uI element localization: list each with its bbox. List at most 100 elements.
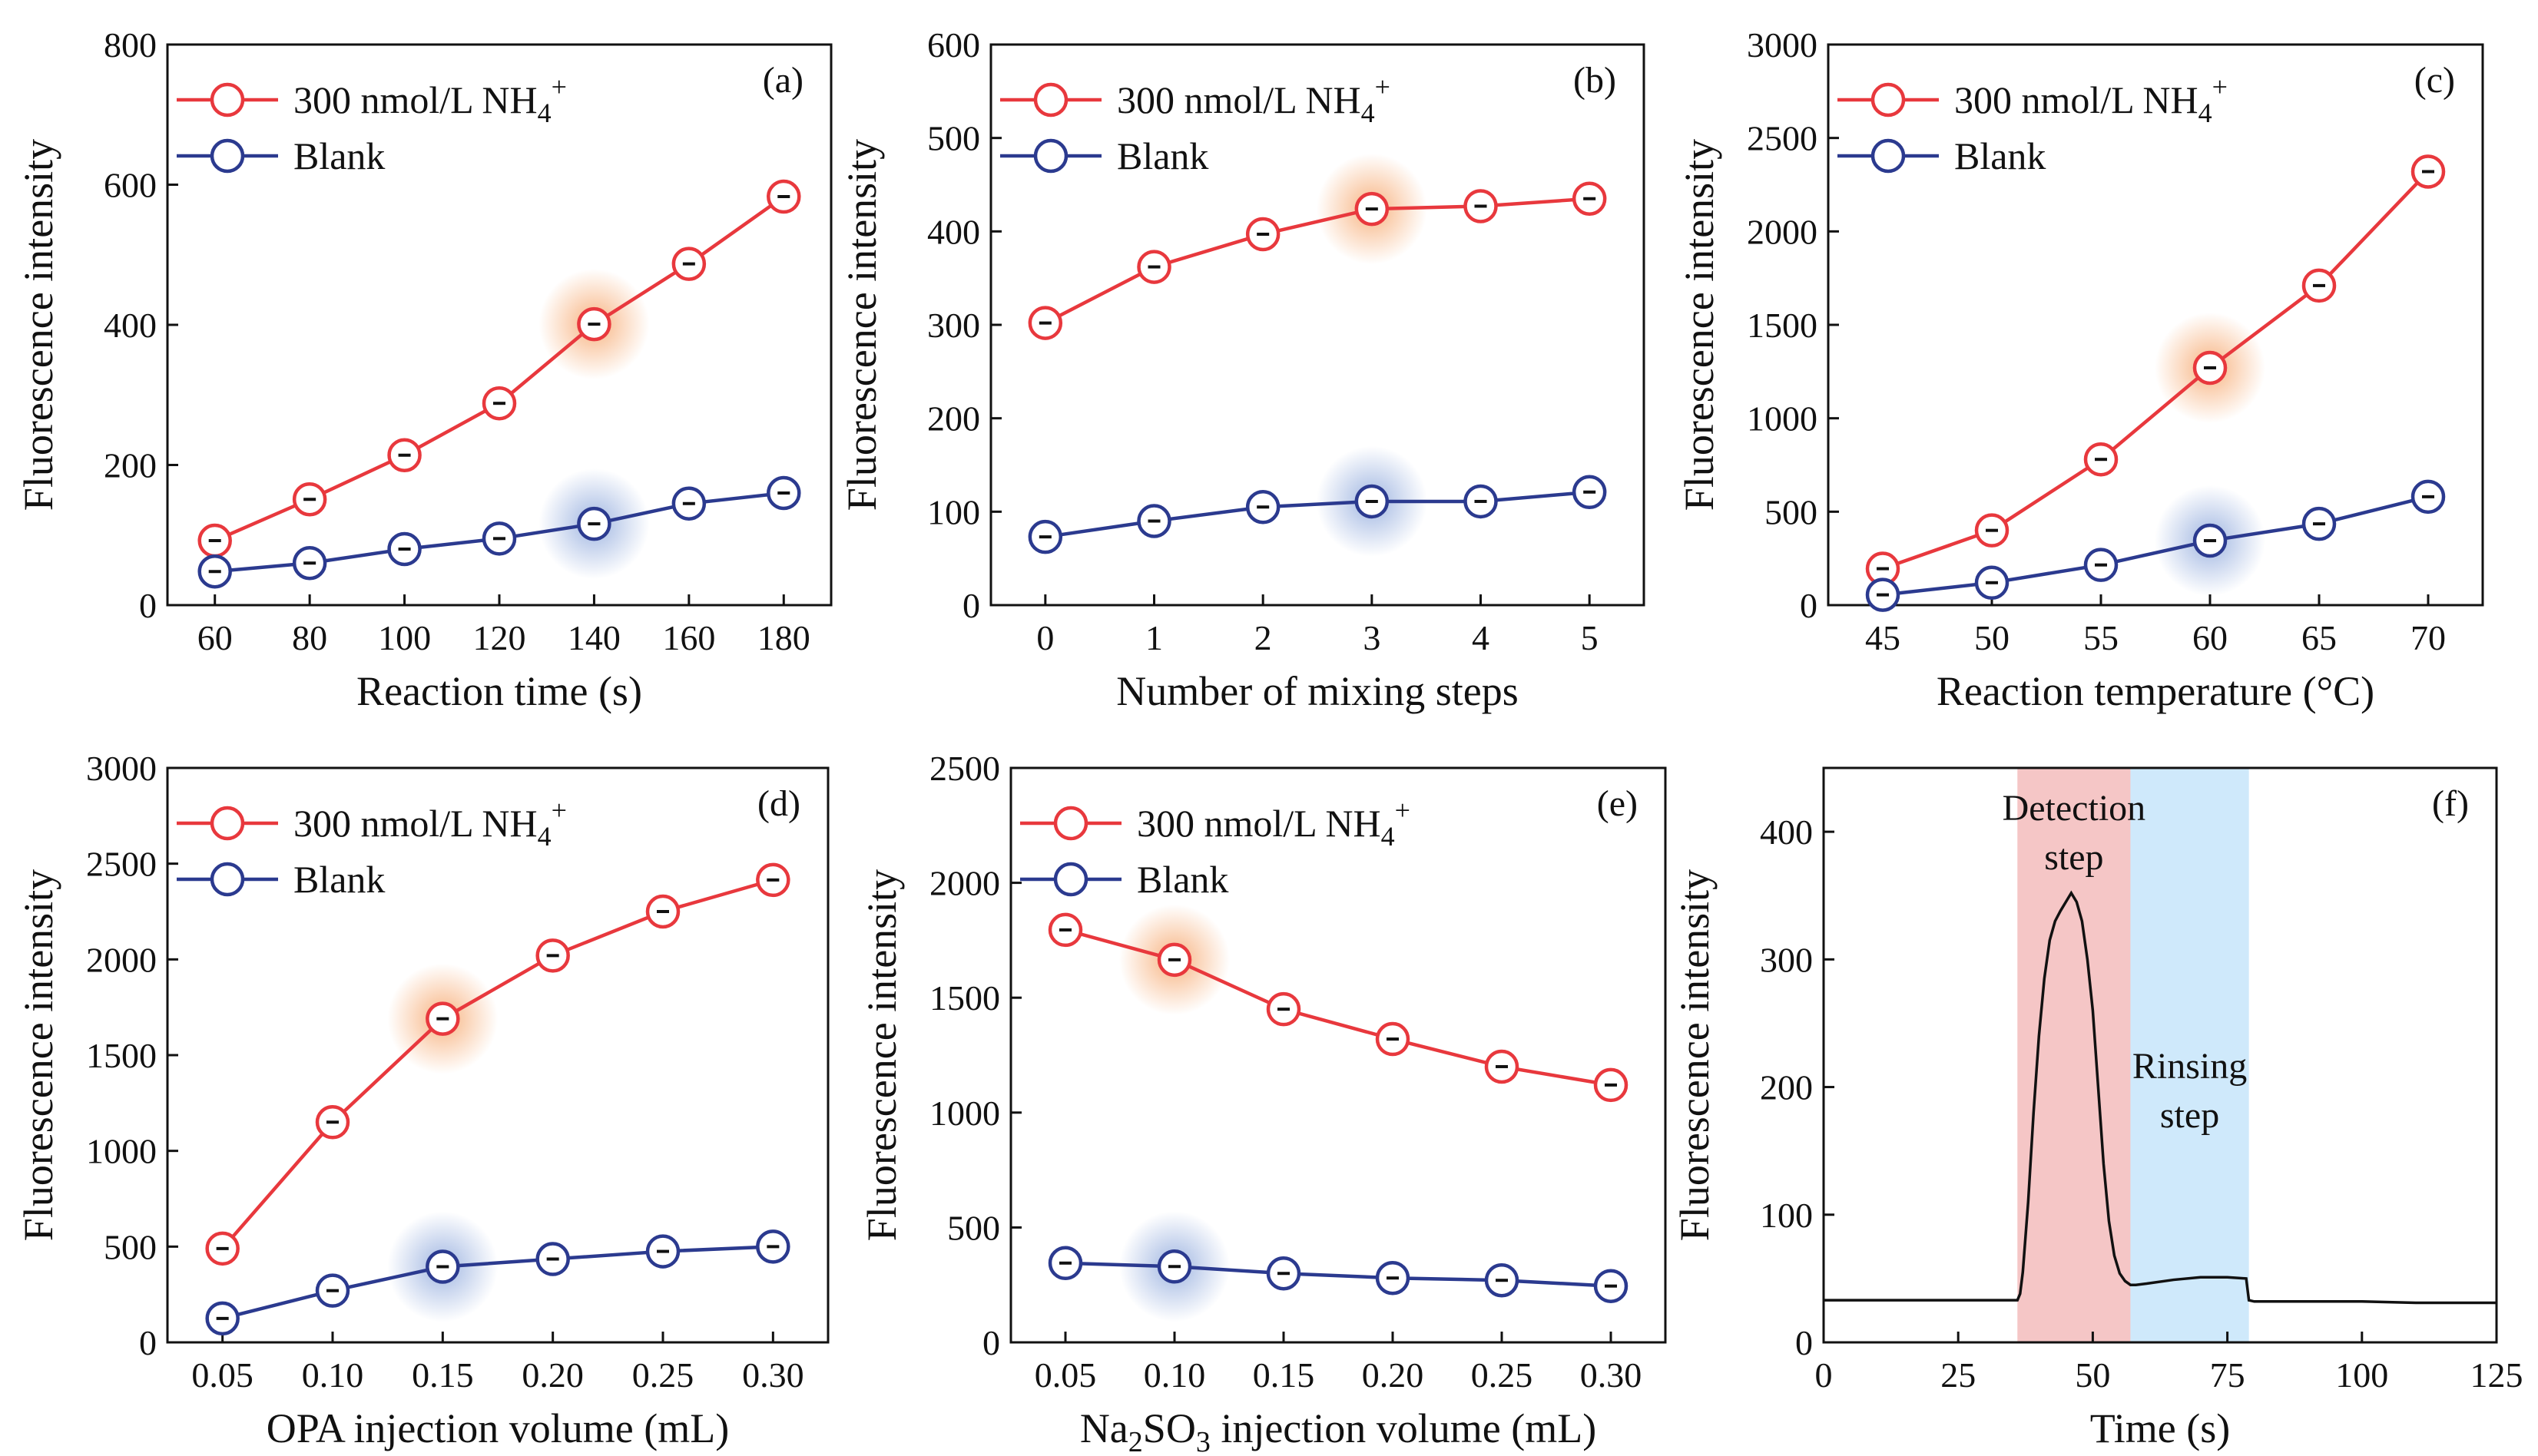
rinsing-step-label: Rinsing bbox=[2132, 1046, 2247, 1087]
x-tick-label: 60 bbox=[2192, 618, 2228, 657]
data-point-blank bbox=[1463, 484, 1498, 519]
plot-frame bbox=[166, 43, 833, 607]
x-axis-title-part: Na bbox=[1080, 1405, 1128, 1451]
rinsing-step-band bbox=[2130, 768, 2249, 1342]
series-line-blank bbox=[1045, 490, 1590, 539]
x-tick-label: 80 bbox=[292, 618, 327, 657]
x-axis-title: OPA injection volume (mL) bbox=[267, 1405, 729, 1451]
data-point-sample bbox=[205, 1231, 240, 1266]
x-tick-label: 0 bbox=[1036, 618, 1054, 657]
legend-label-sample: 300 nmol/L NH4+ bbox=[1137, 795, 1410, 852]
x-tick-label: 5 bbox=[1581, 618, 1599, 657]
legend-marker-sample bbox=[1033, 82, 1069, 117]
x-axis-title-part: 3 bbox=[1196, 1426, 1211, 1456]
y-tick-label: 2000 bbox=[1747, 212, 1817, 251]
y-tick-label: 100 bbox=[1760, 1196, 1813, 1235]
data-point-blank bbox=[2083, 548, 2119, 582]
legend-label-part: 4 bbox=[538, 821, 552, 852]
legend-marker-sample bbox=[1870, 82, 1906, 117]
data-point-sample bbox=[1157, 942, 1192, 978]
panel-tag: (b) bbox=[1573, 60, 1616, 101]
y-tick-label: 2000 bbox=[86, 940, 157, 979]
data-point-sample bbox=[767, 179, 801, 214]
legend-marker-sample bbox=[210, 806, 245, 841]
y-axis-title: Fluorescence intensity bbox=[1676, 139, 1722, 511]
legend-marker-blank bbox=[1033, 138, 1069, 174]
legend-label-part: 4 bbox=[538, 98, 552, 128]
data-point-blank bbox=[1354, 484, 1390, 519]
legend-label-part: + bbox=[552, 71, 567, 102]
x-axis-title: Reaction time (s) bbox=[356, 668, 642, 714]
x-tick-label: 75 bbox=[2210, 1355, 2245, 1395]
legend-marker-sample bbox=[210, 82, 245, 117]
x-axis-title-part: injection volume (mL) bbox=[1211, 1405, 1596, 1451]
y-tick-label: 400 bbox=[927, 212, 980, 251]
x-tick-label: 65 bbox=[2301, 618, 2337, 657]
y-tick-label: 500 bbox=[1764, 492, 1817, 531]
data-point-blank bbox=[1572, 475, 1607, 510]
y-tick-label: 100 bbox=[927, 492, 980, 531]
legend: 300 nmol/L NH4+ Blank bbox=[177, 71, 567, 177]
legend-label-blank: Blank bbox=[293, 134, 385, 177]
data-point-blank bbox=[197, 554, 232, 589]
y-tick-label: 0 bbox=[139, 586, 157, 625]
legend-marker-blank bbox=[210, 138, 245, 174]
data-point-sample bbox=[1463, 189, 1498, 223]
legend-marker-blank bbox=[1053, 862, 1088, 897]
x-tick-label: 0.20 bbox=[522, 1355, 584, 1395]
x-tick-label: 55 bbox=[2083, 618, 2119, 657]
legend: 300 nmol/L NH4+ Blank bbox=[1837, 71, 2228, 177]
y-tick-label: 0 bbox=[139, 1323, 157, 1362]
y-tick-label: 0 bbox=[1795, 1323, 1813, 1362]
y-axis-title: Fluorescence intensity bbox=[15, 869, 61, 1241]
plot-frame bbox=[989, 43, 1645, 607]
data-point-sample bbox=[535, 938, 570, 973]
data-point-sample bbox=[1375, 1021, 1410, 1057]
series-line-sample bbox=[1044, 197, 1590, 325]
data-point-blank bbox=[767, 475, 801, 511]
legend-marker-blank bbox=[210, 862, 245, 897]
data-point-blank bbox=[577, 506, 611, 541]
panel-tag: (c) bbox=[2414, 60, 2455, 101]
data-point-blank bbox=[1157, 1249, 1192, 1284]
y-tick-label: 2500 bbox=[929, 749, 1000, 788]
x-tick-label: 125 bbox=[2470, 1355, 2523, 1395]
data-point-blank bbox=[1865, 577, 1900, 612]
y-tick-label: 1000 bbox=[929, 1094, 1000, 1133]
x-tick-label: 3 bbox=[1363, 618, 1380, 657]
y-axis-title: Fluorescence intensity bbox=[15, 139, 61, 511]
x-tick-label: 2 bbox=[1254, 618, 1272, 657]
panel-b: 0 100 200 300 400 500 600 0 1 2 3 4 5 Number of mixin… bbox=[839, 25, 1645, 714]
x-tick-label: 70 bbox=[2410, 618, 2446, 657]
panel-e: 0 500 1000 1500 2000 2500 0.05 0.10 0.15 0.20 0.25… bbox=[859, 749, 1667, 1456]
data-point-blank bbox=[315, 1273, 350, 1308]
data-point-sample bbox=[645, 894, 681, 929]
x-tick-label: 0.10 bbox=[1144, 1355, 1206, 1395]
data-point-sample bbox=[756, 862, 790, 898]
x-tick-label: 0.20 bbox=[1362, 1355, 1424, 1395]
panel-tag: (a) bbox=[763, 60, 803, 101]
data-point-sample bbox=[315, 1105, 350, 1140]
detection-step-label: Detection bbox=[2003, 788, 2146, 829]
legend-label-blank: Blank bbox=[293, 858, 385, 901]
series-line-sample bbox=[1882, 170, 2430, 571]
fluorescence-trace bbox=[1824, 890, 2497, 1305]
series-line-blank bbox=[1882, 495, 2429, 597]
data-point-blank bbox=[1028, 519, 1063, 554]
x-axis-title-part: SO bbox=[1143, 1405, 1196, 1451]
legend-label-part: 4 bbox=[1361, 98, 1375, 128]
data-point-blank bbox=[756, 1229, 790, 1264]
data-point-blank bbox=[645, 1234, 681, 1269]
data-point-sample bbox=[1245, 217, 1281, 252]
data-point-blank bbox=[1137, 504, 1171, 538]
x-tick-label: 4 bbox=[1472, 618, 1489, 657]
y-tick-label: 500 bbox=[947, 1208, 1000, 1247]
y-tick-label: 3000 bbox=[1747, 25, 1817, 65]
x-tick-label: 0.15 bbox=[1253, 1355, 1315, 1395]
plot-frame bbox=[1827, 43, 2484, 607]
x-tick-label: 1 bbox=[1145, 618, 1163, 657]
x-tick-label: 120 bbox=[473, 618, 526, 657]
data-point-blank bbox=[1593, 1269, 1628, 1303]
x-tick-label: 50 bbox=[1974, 618, 2010, 657]
data-point-sample bbox=[1974, 513, 2010, 548]
